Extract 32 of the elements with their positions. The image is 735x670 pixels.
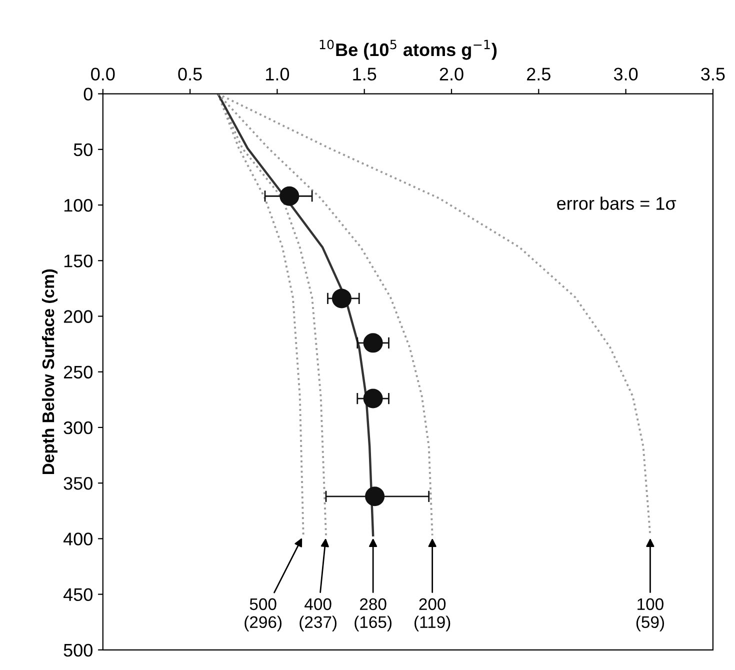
annotation: error bars = 1σ [557, 196, 676, 210]
y-tick-label: 0 [84, 88, 92, 101]
x-tick-label: 2.5 [527, 68, 550, 81]
y-tick-label: 450 [63, 588, 92, 602]
annotation: 400 (237) [300, 598, 336, 632]
y-tick-label: 350 [64, 477, 92, 490]
y-axis-title: Depth Below Surface (cm) [42, 269, 58, 474]
point [280, 186, 300, 206]
point [332, 288, 352, 308]
x-tick-label: 1.5 [353, 68, 376, 81]
y-tick-label: 500 [64, 644, 92, 657]
y-tick-label: 400 [63, 532, 92, 546]
y-tick-label: 100 [64, 198, 92, 212]
annotation: 100 (59) [636, 598, 664, 632]
x-axis-title: $^{10}$Be (10$^{5}$ atoms g$^{−1}$) [320, 40, 497, 60]
x-tick-label: 1.0 [266, 68, 290, 81]
point [363, 333, 383, 353]
point [365, 486, 385, 506]
x-tick-label: 0.0 [91, 68, 115, 81]
point [363, 388, 383, 408]
y-tick-label: 250 [64, 366, 92, 379]
x-tick-label: 3.0 [614, 68, 638, 81]
x-tick-label: 0.5 [178, 68, 202, 81]
x-tick-label: 2.0 [440, 68, 464, 81]
y-tick-label: 200 [64, 310, 92, 323]
x-tick-label: 3.5 [701, 68, 725, 81]
annotation: 200 (119) [414, 598, 450, 632]
y-tick-label: 50 [74, 143, 92, 156]
annotation: 500 (296) [244, 598, 282, 632]
annotation: 280 (165) [354, 598, 392, 632]
y-tick-label: 300 [64, 421, 92, 434]
y-tick-label: 150 [64, 254, 92, 268]
